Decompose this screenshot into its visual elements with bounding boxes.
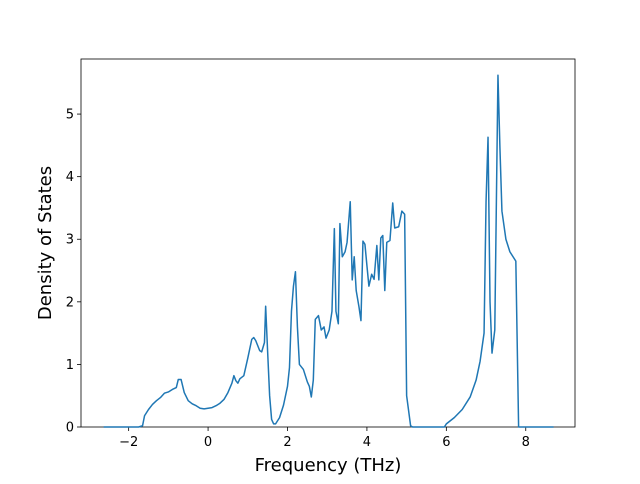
x-axis-label: Frequency (THz): [255, 455, 402, 476]
x-tick-label: −2: [119, 435, 138, 450]
y-tick-label: 0: [66, 421, 74, 436]
y-tick-label: 5: [66, 108, 74, 123]
x-tick-label: 4: [363, 435, 371, 450]
x-tick-label: 8: [522, 435, 530, 450]
axes-frame: [80, 58, 576, 428]
x-tick-label: 0: [204, 435, 212, 450]
y-tick-label: 2: [66, 295, 74, 310]
x-tick-label: 6: [442, 435, 450, 450]
y-axis-label: Density of States: [35, 166, 56, 320]
y-tick-label: 1: [66, 358, 74, 373]
x-tick-label: 2: [283, 435, 291, 450]
y-tick-label: 3: [66, 233, 74, 248]
line: [103, 74, 554, 428]
y-tick-label: 4: [66, 170, 74, 185]
